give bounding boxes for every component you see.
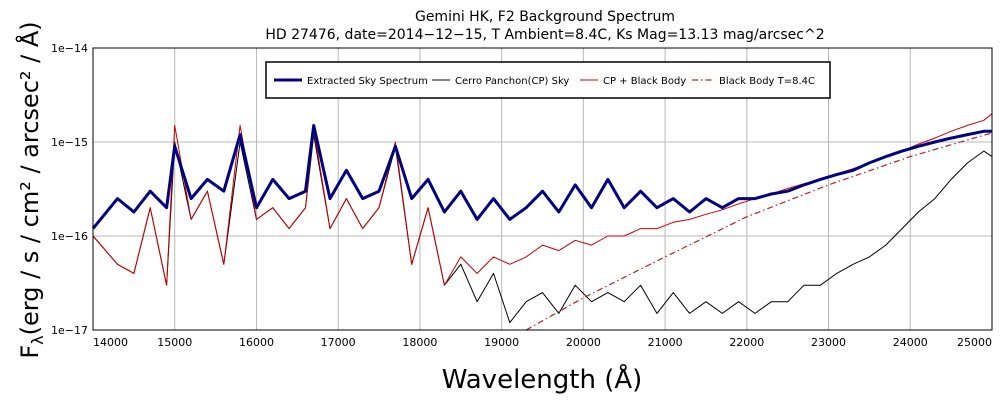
legend-label: Extracted Sky Spectrum xyxy=(307,76,428,87)
x-tick-label: 23000 xyxy=(811,336,846,349)
x-tick-label: 22000 xyxy=(729,336,764,349)
y-tick-label: 1e−14 xyxy=(51,42,88,55)
plot-area xyxy=(91,113,993,331)
x-tick-label: 25000 xyxy=(957,336,992,349)
x-axis-label: Wavelength (Å) xyxy=(442,363,643,395)
series-line-2 xyxy=(92,113,993,286)
x-tick-label: 15000 xyxy=(157,336,192,349)
series-line-1 xyxy=(92,134,993,324)
y-tick-label: 1e−16 xyxy=(51,230,88,243)
series-line-0 xyxy=(91,123,992,230)
legend-label: Black Body T=8.4C xyxy=(719,76,815,87)
x-tick-label: 24000 xyxy=(893,336,928,349)
y-axis-label-subscript: λ xyxy=(28,335,47,344)
x-tick-label: 19000 xyxy=(484,336,519,349)
y-tick-label: 1e−15 xyxy=(51,136,88,149)
axis-ticks: 14000 15000 16000 17000 18000 19000 20000 21000… xyxy=(51,42,992,349)
plot-frame xyxy=(92,47,993,331)
x-tick-label: 17000 xyxy=(321,336,356,349)
legend-label: CP + Black Body xyxy=(603,76,686,87)
chart-subtitle: HD 27476, date=2014−12−15, T Ambient=8.4… xyxy=(265,27,824,43)
legend-box xyxy=(265,61,831,99)
series-line-3 xyxy=(525,132,993,331)
y-axis-label-units: (erg / s / cm² / arcsec² / Å) xyxy=(15,21,44,335)
legend-label: Cerro Panchon(CP) Sky xyxy=(455,76,569,87)
y-axis-label-symbol: F xyxy=(16,345,44,359)
x-tick-label: 16000 xyxy=(239,336,274,349)
chart-title: Gemini HK, F2 Background Spectrum xyxy=(415,9,675,25)
y-tick-label: 1e−17 xyxy=(51,324,88,337)
x-tick-label: 14000 xyxy=(93,336,128,349)
x-tick-label: 20000 xyxy=(566,336,601,349)
y-axis-label: Fλ(erg / s / cm² / arcsec² / Å) xyxy=(15,21,47,358)
x-tick-label: 18000 xyxy=(402,336,437,349)
x-tick-label: 21000 xyxy=(648,336,683,349)
legend: Extracted Sky Spectrum Cerro Panchon(CP) … xyxy=(265,61,831,99)
